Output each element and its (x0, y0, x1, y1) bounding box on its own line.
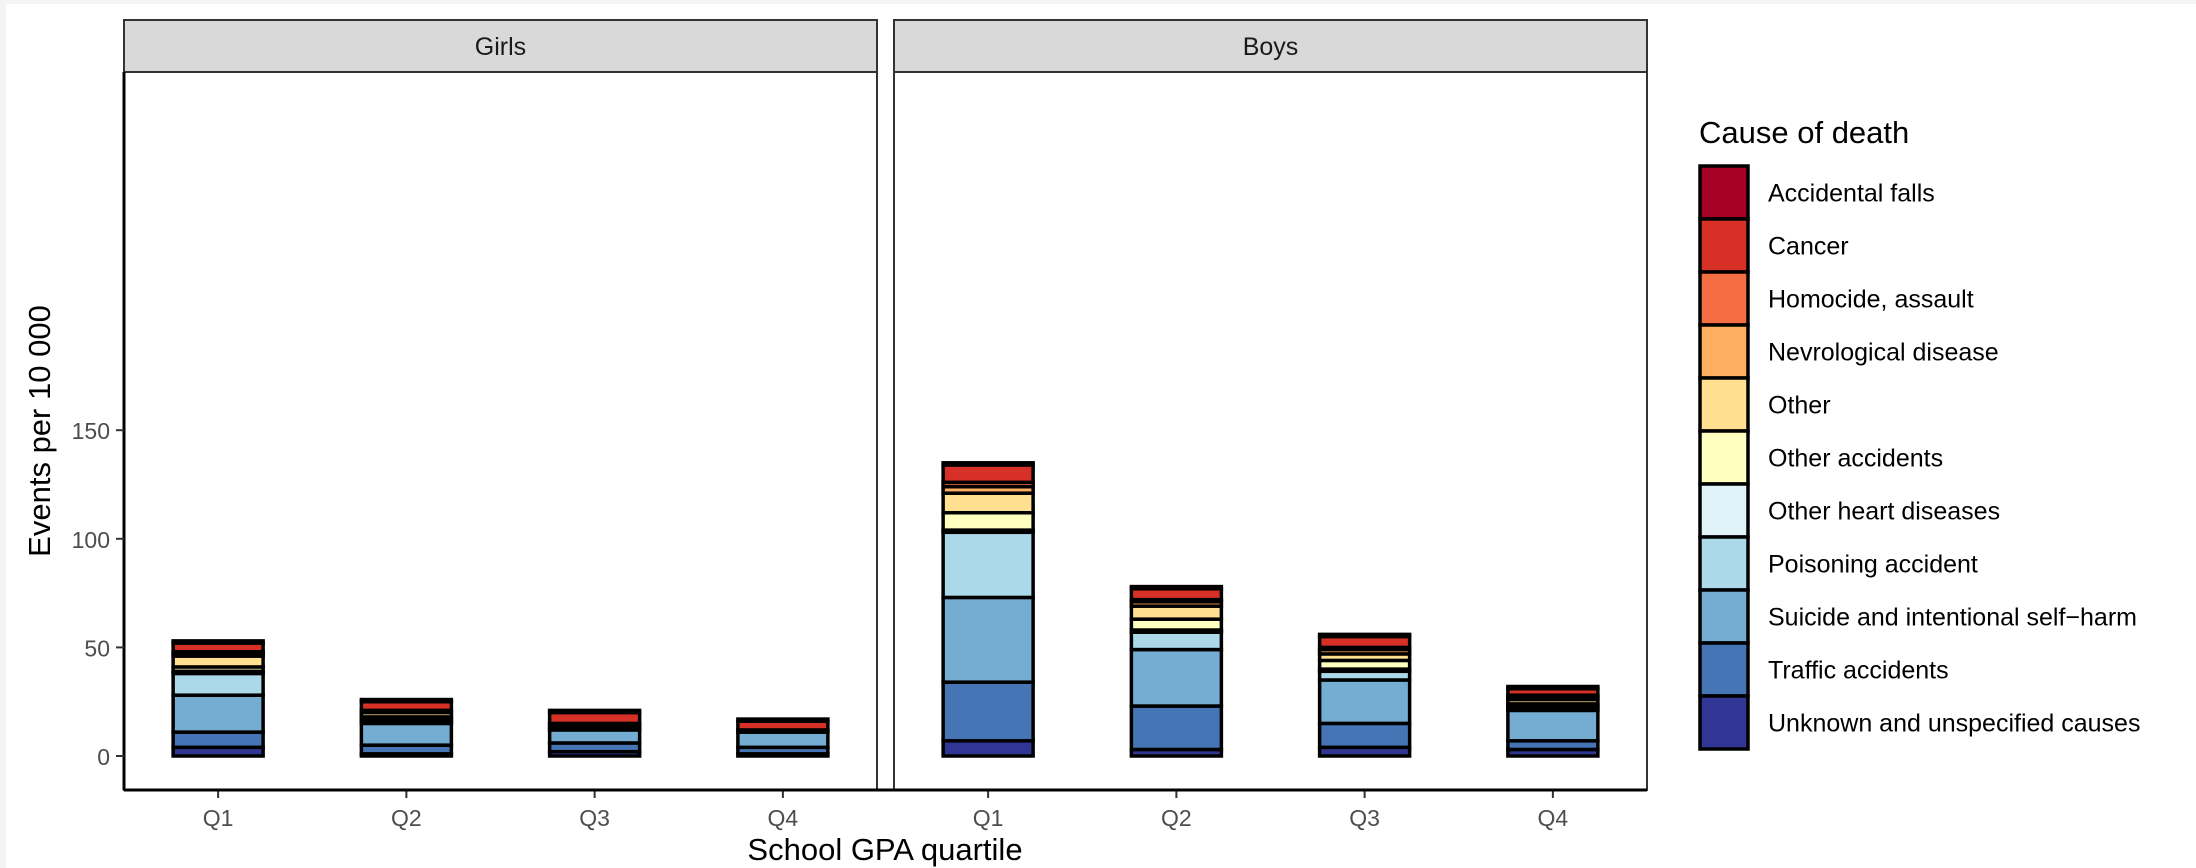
legend-entry-label: Traffic accidents (1768, 657, 1949, 685)
legend-swatch (1698, 641, 1750, 698)
legend-swatch (1698, 164, 1750, 221)
bar-segment (547, 708, 642, 715)
bar-segment (1317, 721, 1412, 750)
legend-entry-label: Homocide, assault (1768, 286, 1974, 314)
bar-segment (171, 671, 265, 697)
x-tick-label: Q1 (203, 805, 234, 831)
bar-segment (1129, 604, 1224, 621)
legend-entry-label: Suicide and intentional self−harm (1768, 604, 2137, 632)
bar-segment (1129, 630, 1224, 652)
bar-segment (736, 717, 830, 723)
legend-swatch (1698, 217, 1750, 274)
bar-segment (359, 697, 454, 704)
y-axis-title: Events per 10 000 (22, 305, 57, 557)
stacked-bar-chart: Girls Q1 Q2 Q3 Q4 Boys Q1 Q2 Q3 Q4 0 50 100 150 Events… (6, 4, 2196, 868)
legend-swatch (1698, 535, 1750, 592)
y-tick-label: 150 (72, 418, 110, 444)
bar-segment (1317, 678, 1412, 726)
x-tick-label: Q2 (391, 805, 422, 831)
x-tick-label: Q3 (579, 805, 610, 831)
bar-segment (941, 491, 1035, 515)
legend-swatch (1698, 482, 1750, 539)
bar-segment (171, 730, 265, 750)
legend-swatch (1698, 694, 1750, 751)
legend-entry-label: Unknown and unspecified causes (1768, 710, 2140, 738)
bar-segment (1129, 704, 1224, 752)
bar-segment (941, 510, 1035, 532)
facet-title: Boys (1243, 33, 1299, 61)
y-tick-label: 50 (84, 635, 110, 661)
bar-segment (1129, 647, 1224, 708)
bar-segment (171, 693, 265, 734)
bar-segment (941, 739, 1035, 758)
legend-entry-label: Cancer (1768, 233, 1849, 261)
legend-swatch (1698, 376, 1750, 433)
legend-title: Cause of death (1699, 115, 1909, 150)
bar-segment (941, 680, 1035, 743)
legend-swatch (1698, 270, 1750, 327)
bar-segment (359, 721, 454, 747)
y-tick-label: 100 (72, 527, 110, 553)
legend-entry-label: Nevrological disease (1768, 339, 1999, 367)
legend-entry-label: Other accidents (1768, 445, 1943, 473)
bar-segment (736, 730, 830, 750)
x-tick-label: Q4 (1538, 805, 1569, 831)
legend-entry-label: Other (1768, 392, 1831, 420)
facet-strip-boys (893, 19, 1648, 73)
bar-segment (171, 639, 265, 645)
legend-entry-label: Other heart diseases (1768, 498, 2000, 526)
bar-segment (941, 595, 1035, 684)
bar-segment (1129, 584, 1224, 591)
x-axis-title: School GPA quartile (747, 832, 1022, 867)
facet-strip-girls (123, 19, 878, 73)
facet-title: Girls (475, 33, 526, 61)
bar-segment (941, 461, 1035, 467)
x-tick-label: Q1 (973, 805, 1004, 831)
bar-segment (1506, 684, 1600, 691)
legend-swatch (1698, 588, 1750, 645)
bar-segment (1317, 632, 1412, 639)
legend-swatch (1698, 429, 1750, 486)
legend-entry-label: Poisoning accident (1768, 551, 1978, 579)
bar-segment (941, 463, 1035, 485)
bar-segment (941, 530, 1035, 600)
y-tick-label: 0 (97, 744, 110, 770)
x-tick-label: Q3 (1349, 805, 1380, 831)
legend-entry-label: Accidental falls (1768, 180, 1935, 208)
legend-swatch (1698, 323, 1750, 380)
x-tick-label: Q2 (1161, 805, 1192, 831)
x-tick-label: Q4 (768, 805, 799, 831)
bar-segment (1506, 708, 1600, 743)
bar-segment (547, 728, 642, 745)
